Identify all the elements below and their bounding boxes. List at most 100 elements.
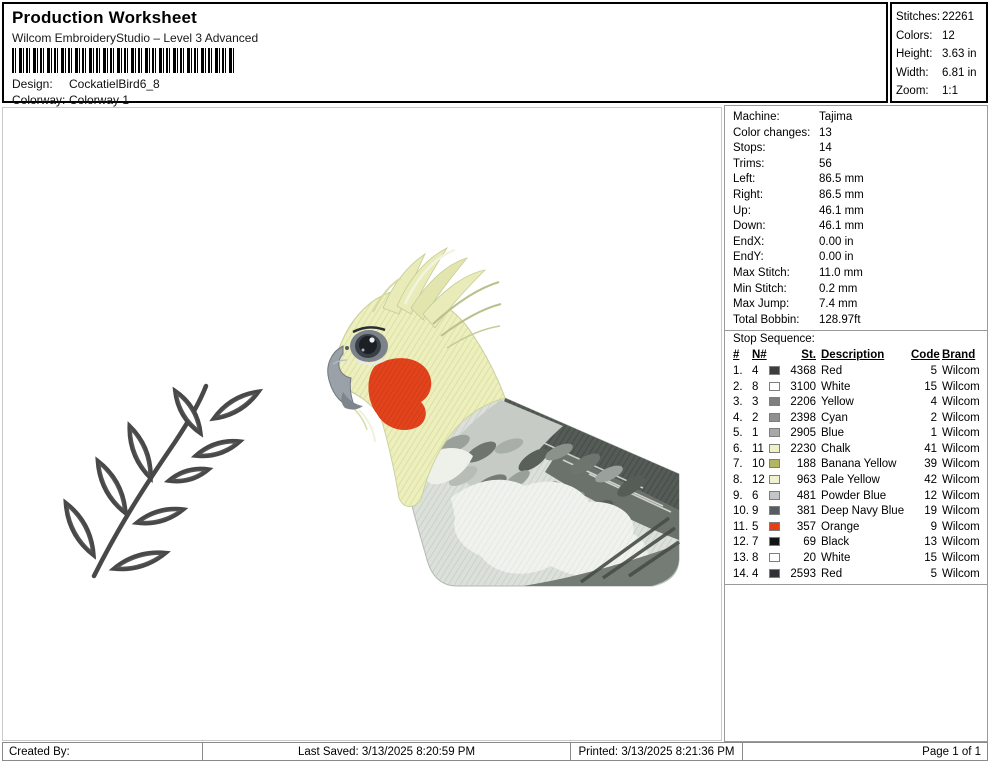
machine-spec-value: 86.5 mm xyxy=(819,173,864,186)
thread-code: 15 xyxy=(924,552,937,565)
machine-spec-row: Right: 86.5 mm xyxy=(733,188,987,204)
needle-number: 8 xyxy=(752,380,759,393)
row-number: 3. xyxy=(733,396,743,409)
needle-number: 6 xyxy=(752,489,759,502)
stitch-count: 2206 xyxy=(790,396,816,409)
machine-spec-label: Trims: xyxy=(733,157,765,170)
row-number: 5. xyxy=(733,427,743,440)
machine-spec-label: Machine: xyxy=(733,111,780,123)
stitch-count: 2398 xyxy=(790,411,816,424)
color-swatch xyxy=(769,568,780,578)
stop-sequence-row: 1. 4 4368 Red 5 Wilcom xyxy=(733,364,983,380)
row-number: 4. xyxy=(733,411,743,424)
machine-spec-label: Down: xyxy=(733,220,766,233)
col-header-description: Description xyxy=(821,349,885,362)
row-number: 11. xyxy=(733,520,749,533)
color-swatch xyxy=(769,443,780,453)
thread-code: 9 xyxy=(930,520,937,533)
stitch-count: 2905 xyxy=(790,427,816,440)
thread-description: White xyxy=(821,380,851,393)
colorway-row: Colorway: Colorway 1 xyxy=(12,93,129,107)
barcode-icon xyxy=(12,48,236,73)
machine-spec-value: 46.1 mm xyxy=(819,220,864,233)
machine-spec-label: Up: xyxy=(733,204,751,217)
thread-code: 1 xyxy=(930,427,937,440)
machine-spec-row: Max Jump: 7.4 mm xyxy=(733,297,987,313)
header-box: Production Worksheet Wilcom EmbroiderySt… xyxy=(2,2,888,107)
stat-value: 22261 xyxy=(942,11,974,23)
color-swatch xyxy=(769,553,780,563)
stat-row: Stitches: 22261 xyxy=(896,8,986,27)
machine-spec-row: EndY: 0.00 in xyxy=(733,250,987,266)
thread-code: 13 xyxy=(924,536,937,549)
machine-spec-value: 0.00 in xyxy=(819,251,854,264)
colorway-value: Colorway 1 xyxy=(69,93,130,107)
design-label: Design: xyxy=(12,77,53,91)
thread-description: Blue xyxy=(821,427,845,440)
design-row: Design: CockatielBird6_8 xyxy=(12,77,160,91)
row-number: 9. xyxy=(733,489,743,502)
stop-sequence-row: 9. 6 481 Powder Blue 12 Wilcom xyxy=(733,489,983,505)
stop-sequence-row: 13. 8 20 White 15 Wilcom xyxy=(733,551,983,567)
thread-brand: Wilcom xyxy=(942,427,980,440)
thread-brand: Wilcom xyxy=(942,458,980,471)
col-header-brand: Brand xyxy=(942,349,976,362)
row-number: 13. xyxy=(733,552,749,565)
thread-code: 12 xyxy=(924,489,937,502)
stop-sequence-row: 8. 12 963 Pale Yellow 42 Wilcom xyxy=(733,473,983,489)
thread-description: Chalk xyxy=(821,442,851,455)
color-swatch xyxy=(769,459,780,469)
machine-spec-row: Trims: 56 xyxy=(733,157,987,173)
thread-description: Red xyxy=(821,364,843,377)
color-swatch xyxy=(769,490,780,500)
stat-value: 12 xyxy=(942,29,955,42)
stat-row: Zoom: 1:1 xyxy=(896,82,986,101)
color-swatch xyxy=(769,365,780,375)
needle-number: 7 xyxy=(752,536,759,549)
thread-description: White xyxy=(821,552,851,565)
cockatiel-bird-artwork xyxy=(327,246,680,587)
stop-sequence-row: 3. 3 2206 Yellow 4 Wilcom xyxy=(733,395,983,411)
color-swatch xyxy=(769,428,780,438)
thread-code: 42 xyxy=(924,474,937,487)
created-by-cell: Created By: xyxy=(2,742,203,761)
machine-spec-label: Max Stitch: xyxy=(733,266,790,279)
stitch-count: 357 xyxy=(796,520,816,533)
thread-brand: Wilcom xyxy=(942,505,980,518)
thread-code: 5 xyxy=(930,364,937,377)
machine-spec-value: Tajima xyxy=(819,111,853,123)
thread-description: Red xyxy=(821,567,843,580)
stitch-count: 4368 xyxy=(790,364,816,377)
colorway-label: Colorway: xyxy=(12,93,66,107)
stop-sequence-row: 12. 7 69 Black 13 Wilcom xyxy=(733,535,983,551)
stat-label: Colors: xyxy=(896,29,933,42)
machine-spec-label: Left: xyxy=(733,173,756,186)
machine-spec-value: 46.1 mm xyxy=(819,204,864,217)
needle-number: 5 xyxy=(752,520,759,533)
thread-description: Powder Blue xyxy=(821,489,887,502)
color-swatch xyxy=(769,537,780,547)
embroidery-design-canvas xyxy=(63,246,680,587)
stitch-count: 381 xyxy=(796,505,816,518)
stop-sequence-row: 4. 2 2398 Cyan 2 Wilcom xyxy=(733,411,983,427)
row-number: 14. xyxy=(733,567,749,580)
machine-spec-label: Right: xyxy=(733,188,764,201)
thread-brand: Wilcom xyxy=(942,442,980,455)
stop-sequence-row: 6. 11 2230 Chalk 41 Wilcom xyxy=(733,442,983,458)
machine-spec-row: Total Bobbin: 128.97ft xyxy=(733,313,987,329)
thread-description: Banana Yellow xyxy=(821,458,897,471)
machine-spec-label: Stops: xyxy=(733,142,766,155)
row-number: 7. xyxy=(733,458,743,471)
machine-spec-label: EndX: xyxy=(733,235,765,248)
stop-sequence-rows: 1. 4 4368 Red 5 Wilcom 2. 8 3100 Wh xyxy=(733,364,983,582)
machine-details-panel: Machine: Tajima Color changes: 13 Stops:… xyxy=(724,105,988,742)
machine-spec-label: Color changes: xyxy=(733,126,811,139)
machine-spec-value: 128.97ft xyxy=(819,313,861,326)
page-number-cell: Page 1 of 1 xyxy=(743,742,988,761)
thread-code: 5 xyxy=(930,567,937,580)
row-number: 6. xyxy=(733,442,743,455)
machine-spec-label: Min Stitch: xyxy=(733,282,787,295)
thread-code: 4 xyxy=(930,396,937,409)
needle-number: 11 xyxy=(752,442,764,455)
